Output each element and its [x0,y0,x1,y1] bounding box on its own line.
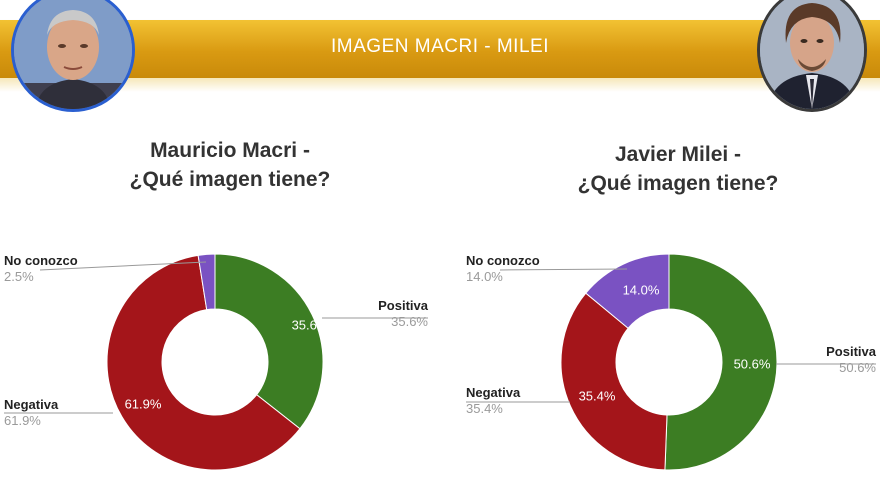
chart-1-label-negativa: Negativa [4,397,59,412]
chart-2-leader-no-conozco [499,268,628,271]
chart-1-title-line1: Mauricio Macri - [150,139,310,162]
chart-2-label-no-conozco: No conozco [466,253,540,268]
chart-1-value-positiva: 35.6% [391,314,428,329]
chart-1-inlabel-negativa: 61.9% [125,396,162,411]
chart-1-label-positiva: Positiva [378,298,429,313]
chart-1-value-no-conozco: 2.5% [4,269,34,284]
header-title: IMAGEN MACRI - MILEI [331,36,549,57]
chart-1-inlabel-positiva: 35.6% [292,317,329,332]
chart-1-title: Mauricio Macri - ¿Qué imagen tiene? [40,136,420,194]
chart-2-label-positiva: Positiva [826,344,877,359]
chart-2-title-line1: Javier Milei - [614,143,742,166]
chart-2-value-no-conozco: 14.0% [466,269,503,284]
chart-2-value-positiva: 50.6% [839,360,876,375]
header-banner-fade [0,78,880,92]
milei-portrait-image [760,0,864,109]
chart-2-value-negativa: 35.4% [466,401,503,416]
macri-portrait [11,0,135,112]
chart-2-slice-no-conozco [585,253,670,329]
chart-1-slice-no-conozco [197,253,216,311]
chart-1-title-line2: ¿Qué imagen tiene? [129,168,331,191]
chart-2-label-negativa: Negativa [466,385,521,400]
chart-2-inlabel-negativa: 35.4% [579,388,616,403]
chart-1-value-negativa: 61.9% [4,413,41,428]
chart-2-slice-positiva [664,253,778,471]
chart-1-slice-positiva [214,253,324,430]
chart-2-title-line2: ¿Qué imagen tiene? [577,172,779,195]
chart-2-title: Javier Milei - ¿Qué imagen tiene? [488,140,868,198]
chart-1-label-no-conozco: No conozco [4,253,78,268]
chart-1-slice-negativa [106,254,301,471]
header-banner [0,20,880,78]
chart-1-leader-no-conozco [39,261,207,271]
milei-portrait [757,0,867,112]
chart-2-inlabel-positiva: 50.6% [734,356,771,371]
chart-2-slice-negativa [560,292,668,471]
chart-2-inlabel-no-conozco: 14.0% [623,282,660,297]
